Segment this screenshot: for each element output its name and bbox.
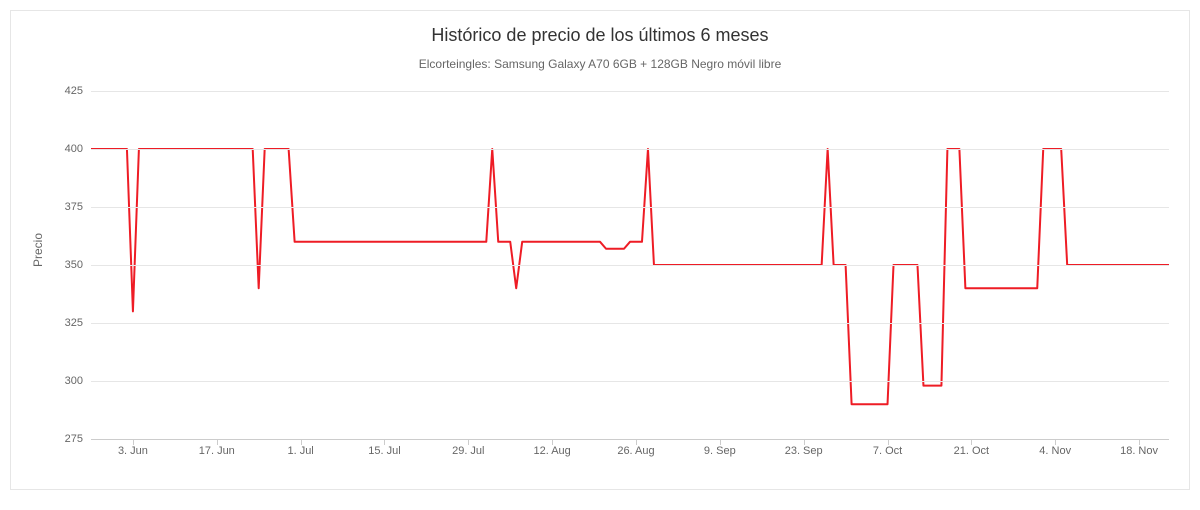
plot-area: 2753003253503754004253. Jun17. Jun1. Jul…	[91, 91, 1169, 439]
y-gridline	[91, 323, 1169, 324]
y-tick-label: 300	[65, 375, 91, 387]
y-gridline	[91, 207, 1169, 208]
x-tick-label: 18. Nov	[1120, 439, 1158, 457]
x-tick-label: 17. Jun	[199, 439, 235, 457]
price-history-card: Histórico de precio de los últimos 6 mes…	[10, 10, 1190, 490]
x-tick-label: 21. Oct	[954, 439, 989, 457]
x-tick-label: 23. Sep	[785, 439, 823, 457]
price-line	[91, 149, 1169, 404]
y-tick-label: 375	[65, 201, 91, 213]
y-gridline	[91, 265, 1169, 266]
y-gridline	[91, 381, 1169, 382]
y-gridline	[91, 91, 1169, 92]
y-tick-label: 325	[65, 317, 91, 329]
chart-title: Histórico de precio de los últimos 6 mes…	[11, 25, 1189, 46]
y-tick-label: 350	[65, 259, 91, 271]
x-tick-label: 12. Aug	[533, 439, 570, 457]
x-tick-label: 3. Jun	[118, 439, 148, 457]
x-tick-label: 9. Sep	[704, 439, 736, 457]
x-tick-label: 15. Jul	[368, 439, 400, 457]
y-axis-label: Precio	[31, 233, 45, 267]
x-tick-label: 7. Oct	[873, 439, 902, 457]
x-tick-label: 1. Jul	[287, 439, 313, 457]
chart-subtitle: Elcorteingles: Samsung Galaxy A70 6GB + …	[11, 57, 1189, 71]
y-tick-label: 275	[65, 433, 91, 445]
y-tick-label: 425	[65, 85, 91, 97]
x-tick-label: 26. Aug	[617, 439, 654, 457]
x-tick-label: 4. Nov	[1039, 439, 1071, 457]
y-tick-label: 400	[65, 143, 91, 155]
x-tick-label: 29. Jul	[452, 439, 484, 457]
y-gridline	[91, 149, 1169, 150]
